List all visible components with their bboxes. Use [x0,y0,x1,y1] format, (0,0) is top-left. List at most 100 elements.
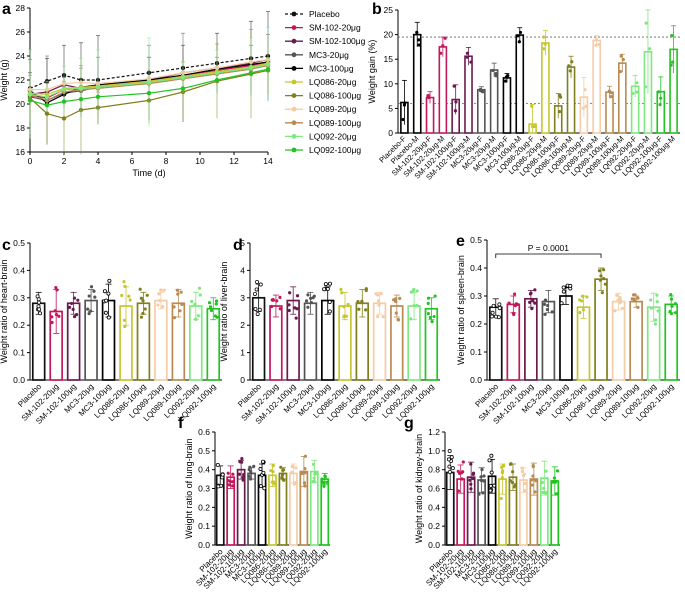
x-tick-label: 4 [96,156,101,166]
data-dot [172,316,177,320]
data-dot [394,311,398,315]
data-dot [533,301,537,305]
data-point [180,75,186,80]
data-dot [306,293,310,297]
bar [524,297,538,381]
data-dot [602,277,606,281]
data-dot [477,492,481,496]
data-dot [377,303,381,307]
data-dot [194,317,198,321]
data-dot [469,60,473,64]
panel-letter-f: f [178,415,184,432]
x-tick-label: 8 [164,156,169,166]
y-tick-label: 5 [240,238,245,248]
data-dot [489,453,494,458]
data-dot [530,483,534,487]
data-point [78,97,84,102]
data-dot [303,471,307,475]
data-dot [293,481,298,485]
data-dot [364,308,368,312]
y-tick-label: 0.0 [470,375,482,385]
data-dot [555,469,560,473]
bar [629,300,643,381]
x-tick-label: 14 [263,156,273,166]
data-dot [512,292,517,296]
data-dot [511,470,515,474]
data-point [95,94,101,100]
data-point [214,77,220,83]
data-dot [528,300,532,304]
data-dot [531,464,535,468]
y-tick-label: 0.6 [198,427,210,437]
data-dot [417,38,421,42]
series-line [29,63,269,98]
data-dot [531,474,535,478]
data-dot [550,310,554,314]
data-dot [465,51,470,55]
data-dot [668,309,672,314]
data-dot [655,293,659,297]
data-dot [581,308,586,312]
data-dot [428,315,432,320]
panel-letter-a: a [2,1,11,18]
data-dot [128,298,132,302]
data-dot [241,475,245,479]
series-line [29,68,269,106]
data-dot [340,291,344,295]
data-dot [139,296,143,300]
bar [278,472,288,546]
data-dot [513,483,517,487]
bar [303,302,318,381]
data-dot [70,301,74,306]
data-dot [294,466,298,470]
data-dot [92,289,96,293]
y-tick-label: 0.3 [470,291,482,301]
data-dot [450,466,455,471]
data-dot [655,300,659,304]
data-dot [603,282,607,286]
data-dot [247,474,251,478]
data-dot [454,100,458,104]
data-dot [482,479,486,483]
data-dot [558,93,562,98]
data-dot [57,314,61,318]
bar [372,302,387,381]
data-dot [557,109,562,114]
data-dot [360,300,364,304]
data-dot [507,301,511,305]
data-dot [327,281,332,286]
data-dot [554,492,559,496]
data-dot [281,468,286,472]
bar [617,62,627,134]
data-dot [426,311,431,316]
x-tick-label: 10 [195,156,205,166]
legend-marker [291,38,297,44]
legend-marker [291,11,297,17]
data-dot [518,30,523,35]
data-dot [197,286,202,290]
data-point [44,103,50,108]
data-point [61,87,67,92]
data-dot [381,314,385,319]
legend-label: SM-102-100μg [309,36,366,46]
legend-label: LQ092-20μg [309,131,357,141]
data-dot [290,470,294,475]
legend-label: MC3-20μg [309,50,349,60]
data-dot [545,307,550,312]
data-dot [76,298,80,302]
bar [541,42,550,134]
data-dot [214,299,219,303]
y-tick-label: 2 [240,320,245,330]
data-dot [193,302,197,306]
data-point [265,67,271,72]
data-dot [607,89,611,93]
data-dot [658,102,662,107]
data-dot [426,93,430,98]
data-dot [107,278,112,283]
data-dot [551,480,555,484]
legend-label: LQ089-100μg [309,118,361,128]
data-dot [481,491,485,495]
data-dot [468,478,472,482]
data-dot [546,303,550,308]
data-dot [198,293,202,297]
